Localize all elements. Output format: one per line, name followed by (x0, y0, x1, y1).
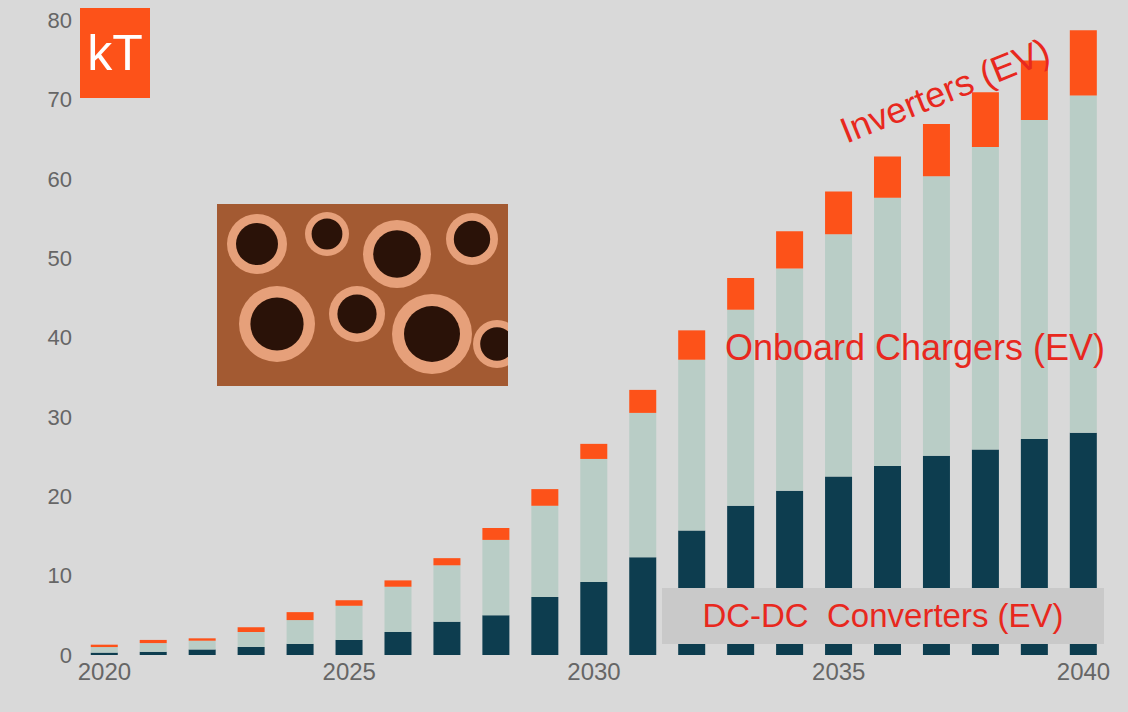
html-text:kT: kT (87, 25, 143, 81)
svg-text:2035: 2035 (812, 658, 865, 685)
svg-text:60: 60 (48, 167, 72, 192)
svg-text:2040: 2040 (1057, 658, 1110, 685)
html-text:Inverters (EV): Inverters (EV) (834, 29, 1056, 152)
svg-text:2020: 2020 (78, 658, 131, 685)
svg-text:2025: 2025 (323, 658, 376, 685)
html-text:Onboard Chargers (EV): Onboard Chargers (EV) (724, 327, 1106, 368)
svg-text:50: 50 (48, 246, 72, 271)
svg-text:40: 40 (48, 325, 72, 350)
svg-text:2030: 2030 (567, 658, 620, 685)
svg-text:70: 70 (48, 87, 72, 112)
svg-text:30: 30 (48, 405, 72, 430)
svg-text:20: 20 (48, 484, 72, 509)
svg-text:0: 0 (60, 643, 72, 668)
html-text:DC-DC Converters (EV): DC-DC Converters (EV) (702, 597, 1064, 634)
svg-text:80: 80 (48, 8, 72, 33)
svg-text:10: 10 (48, 563, 72, 588)
